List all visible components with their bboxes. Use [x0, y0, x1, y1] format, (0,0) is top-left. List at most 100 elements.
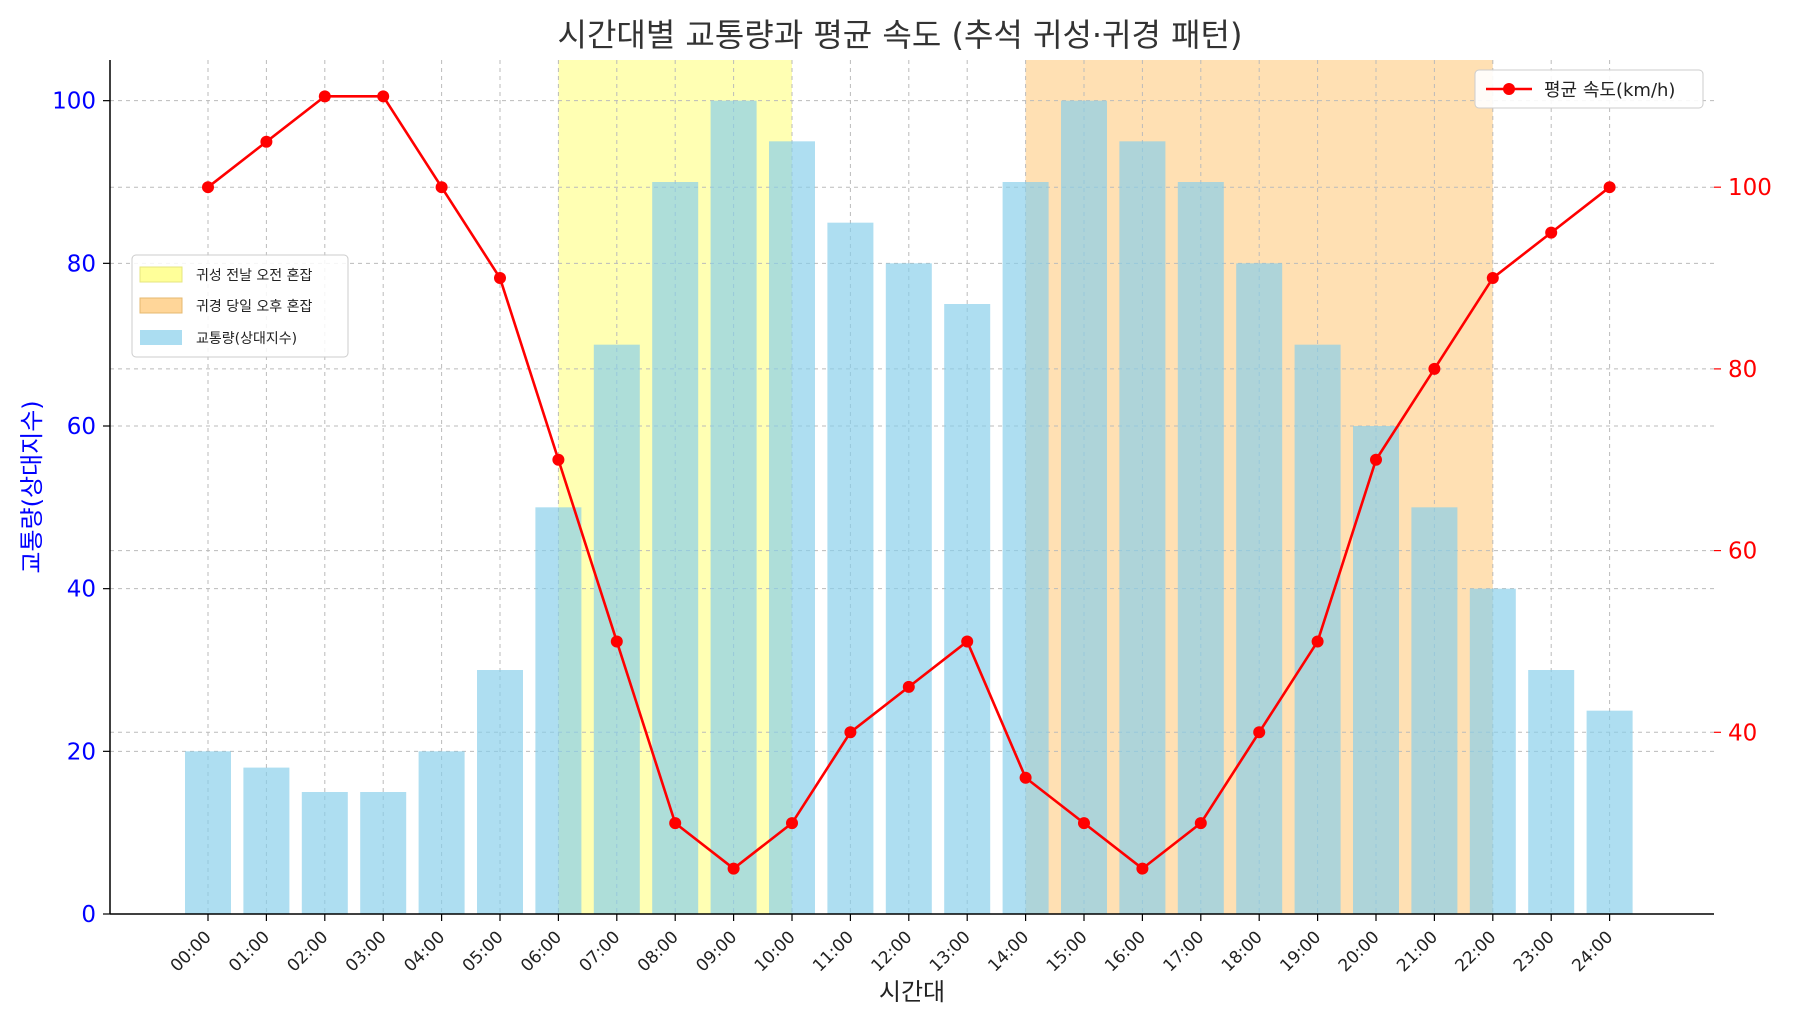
speed-point-0100	[260, 135, 273, 148]
bar-0300	[360, 792, 407, 914]
x-tick-label-0500: 05:00	[459, 927, 508, 976]
chart-title: 시간대별 교통량과 평균 속도 (추석 귀성·귀경 패턴)	[558, 16, 1243, 54]
legend-swatch-morning	[139, 266, 183, 283]
x-tick-label-1000: 10:00	[751, 927, 800, 976]
x-tick-label-1900: 19:00	[1276, 927, 1325, 976]
speed-point-1400	[1019, 771, 1032, 784]
speed-point-0200	[318, 90, 331, 103]
bar-1100	[827, 222, 874, 914]
x-tick-label-0800: 08:00	[634, 927, 683, 976]
x-tick-label-2000: 20:00	[1335, 927, 1384, 976]
y-axis-label: 교통량(상대지수)	[18, 400, 46, 573]
right-tick-label-0: 40	[1728, 720, 1757, 746]
legend-swatch-speed-marker	[1503, 83, 1515, 95]
x-axis-label: 시간대	[879, 978, 945, 1006]
speed-point-2300	[1545, 226, 1558, 239]
legend-swatch-afternoon	[139, 297, 183, 314]
bar-2100	[1411, 507, 1458, 914]
legend-left-frame	[131, 254, 349, 358]
x-tick-label-1100: 11:00	[809, 927, 858, 976]
speed-point-1300	[961, 635, 974, 648]
x-tick-label-1300: 13:00	[926, 927, 975, 976]
speed-point-1100	[844, 726, 857, 739]
right-axis-ticks: 40 60 80 100	[1714, 175, 1772, 746]
speed-point-0700	[610, 635, 623, 648]
bar-0500	[477, 670, 523, 914]
speed-point-0500	[494, 272, 506, 285]
bar-0900	[710, 100, 757, 914]
speed-point-1700	[1194, 817, 1207, 830]
legend-label-morning: 귀성 전날 오전 혼잡	[196, 268, 313, 284]
speed-point-0900	[727, 862, 740, 875]
speed-point-2100	[1428, 362, 1441, 375]
legend-label-afternoon: 귀경 당일 오후 혼잡	[196, 299, 313, 315]
bar-1200	[885, 263, 932, 914]
x-tick-label-0600: 06:00	[517, 927, 566, 976]
x-tick-label-1500: 15:00	[1043, 927, 1092, 976]
speed-point-0800	[669, 817, 682, 830]
speed-point-1900	[1311, 635, 1324, 648]
legend-right-frame	[1474, 69, 1704, 109]
x-tick-label-1200: 12:00	[868, 927, 917, 976]
bar-0400	[418, 751, 465, 914]
left-tick-label-1: 20	[67, 739, 96, 765]
x-tick-label-0100: 01:00	[225, 927, 274, 976]
bar-0700	[593, 344, 640, 915]
left-axis-ticks: 0 20 40 60 80 100	[52, 89, 110, 928]
legend-label-speed: 평균 속도(km/h)	[1544, 80, 1675, 101]
x-axis-ticks: 00:00 01:00 02:00 03:00 04:00 05:00 06:00 07:00…	[167, 914, 1617, 976]
speed-point-1800	[1253, 726, 1266, 739]
bar-1900	[1294, 344, 1341, 915]
speed-point-0400	[435, 181, 448, 194]
right-tick-label-3: 100	[1728, 175, 1772, 201]
x-tick-label-2300: 23:00	[1510, 927, 1559, 976]
speed-point-0300	[377, 90, 390, 103]
x-tick-label-1600: 16:00	[1101, 927, 1150, 976]
left-tick-label-2: 40	[67, 577, 96, 603]
speed-point-1600	[1136, 862, 1149, 875]
legend-swatch-traffic	[140, 330, 182, 345]
bar-1500	[1061, 100, 1107, 914]
speed-point-1500	[1078, 817, 1090, 830]
x-tick-label-1800: 18:00	[1218, 927, 1267, 976]
x-tick-label-0200: 02:00	[284, 927, 333, 976]
bar-1300	[944, 304, 991, 914]
bar-1700	[1177, 182, 1224, 914]
bar-2000	[1353, 426, 1399, 914]
bar-0800	[652, 182, 699, 914]
legend-right: 평균 속도(km/h)	[1474, 69, 1704, 109]
right-tick-label-1: 60	[1728, 539, 1757, 565]
bar-1800	[1236, 263, 1283, 914]
left-tick-label-4: 80	[67, 251, 96, 277]
speed-point-1000	[786, 817, 798, 830]
bar-2300	[1528, 670, 1575, 914]
x-tick-label-0900: 09:00	[692, 927, 741, 976]
x-tick-label-0700: 07:00	[576, 927, 625, 976]
bar-1600	[1119, 141, 1166, 915]
legend-label-traffic: 교통량(상대지수)	[196, 331, 297, 347]
left-tick-label-5: 100	[52, 89, 96, 115]
speed-point-2400	[1603, 181, 1616, 194]
bar-0000	[185, 751, 231, 914]
bar-0200	[301, 792, 348, 914]
speed-point-2000	[1370, 453, 1382, 466]
bar-1000	[769, 141, 815, 915]
line-series	[202, 90, 1616, 875]
left-tick-label-3: 60	[67, 414, 96, 440]
bar-0600	[535, 507, 582, 914]
x-tick-label-2400: 24:00	[1568, 927, 1617, 976]
x-tick-label-0400: 04:00	[400, 927, 449, 976]
speed-point-2200	[1486, 272, 1499, 285]
speed-point-0000	[202, 181, 214, 194]
x-tick-label-0000: 00:00	[167, 927, 216, 976]
x-tick-label-2200: 22:00	[1452, 927, 1501, 976]
legend-left: 귀성 전날 오전 혼잡 귀경 당일 오후 혼잡 교통량(상대지수)	[131, 254, 349, 358]
x-tick-label-0300: 03:00	[342, 927, 391, 976]
bar-2400	[1586, 710, 1633, 914]
x-tick-label-1400: 14:00	[984, 927, 1033, 976]
x-tick-label-1700: 17:00	[1160, 927, 1209, 976]
bar-0100	[243, 767, 290, 914]
bar-2200	[1469, 588, 1516, 914]
bar-1400	[1002, 182, 1049, 914]
